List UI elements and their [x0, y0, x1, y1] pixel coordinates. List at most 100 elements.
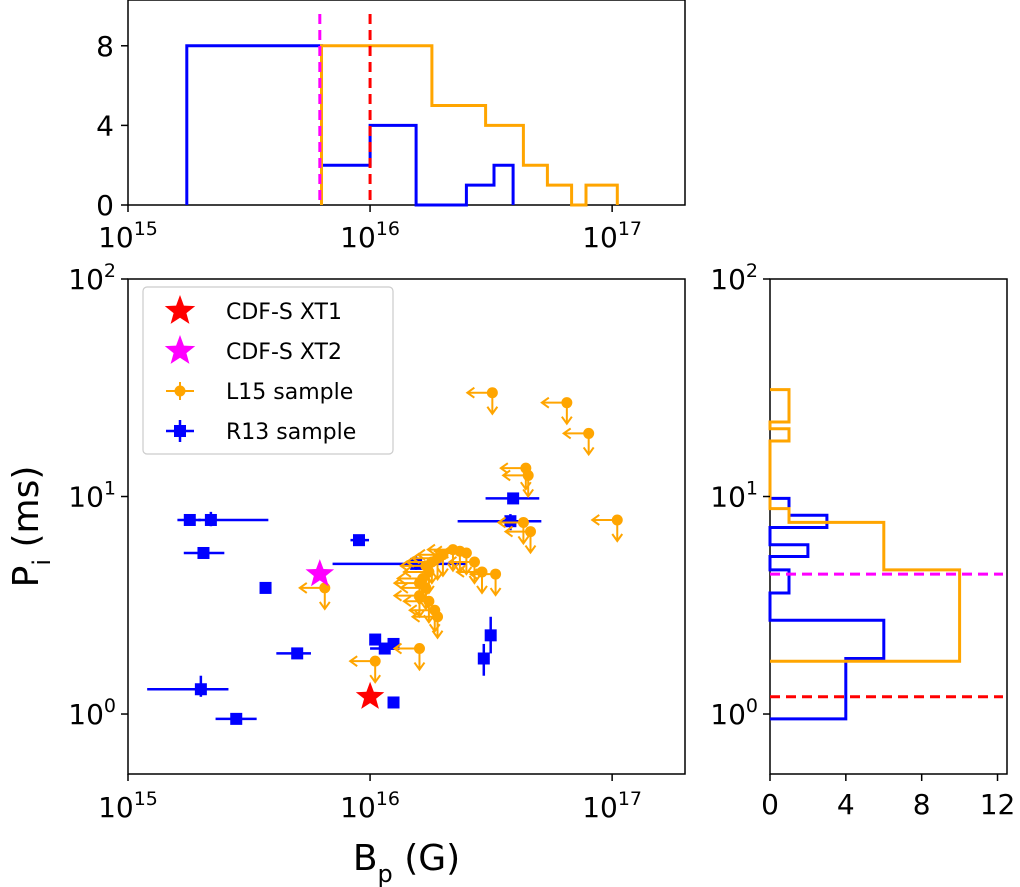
l15-marker [490, 568, 502, 580]
l15-ylimit-head [431, 630, 444, 640]
l15-point [496, 516, 530, 546]
l15-marker [522, 469, 534, 481]
l15-xlimit-head [410, 610, 421, 623]
r13-point [477, 652, 490, 665]
legend-label: L15 sample [226, 380, 353, 405]
right-hist-orange-series [768, 388, 962, 663]
l15-xlimit-head [392, 589, 403, 602]
l15-point [465, 386, 499, 416]
top-hist-blue-series [185, 44, 515, 207]
l15-xlimit-head [402, 566, 412, 578]
right-hist-ytick-label: 101 [710, 478, 758, 514]
scatter-ytick-label: 102 [68, 260, 116, 296]
l15-ylimit-head [486, 406, 499, 416]
right-hist-xtick-label: 0 [761, 788, 779, 821]
l15-xlimit-head [501, 469, 511, 482]
l15-marker [583, 427, 595, 439]
legend-square-icon [174, 425, 186, 437]
l15-ylimit-head [413, 596, 426, 606]
l15-xlimit-head [590, 514, 600, 526]
legend-label: CDF-S XT2 [226, 340, 342, 365]
right-hist-xtick-label: 8 [913, 788, 931, 821]
scatter-ylabel: Pi (ms) [6, 466, 56, 588]
r13-point [484, 629, 497, 642]
l15-marker [447, 544, 459, 556]
l15-point [590, 514, 624, 543]
l15-marker [413, 577, 425, 589]
l15-xlimit-head [298, 582, 308, 594]
r13-point [230, 712, 243, 725]
l15-xlimit-head [465, 386, 475, 399]
l15-xlimit-head [561, 427, 572, 440]
l15-xlimit-head [392, 642, 403, 655]
star-cdf-s-xt2 [305, 559, 335, 587]
l15-xlimit-head [540, 396, 550, 409]
r13-point [504, 515, 517, 528]
legend-entry: CDF-S XT1 [164, 295, 342, 325]
l15-point [298, 582, 331, 611]
l15-xlimit-head [447, 556, 458, 568]
scatter-panel: 1015 1016 1017 100 101 102 Bp (G) Pi (ms) [6, 260, 686, 887]
r13-point [204, 513, 217, 526]
l15-xlimit-head [455, 566, 465, 578]
l15-ylimit-head [524, 544, 537, 555]
legend-entry: L15 sample [166, 380, 353, 405]
l15-marker [517, 516, 529, 528]
legend-entry: CDF-S XT2 [164, 335, 342, 365]
l15-marker [423, 595, 435, 607]
legend-dot-icon [174, 385, 186, 397]
top-hist-frame [127, 0, 686, 206]
l15-point [540, 396, 573, 426]
l15-marker [432, 611, 444, 623]
top-hist-ytick-label: 8 [96, 30, 114, 63]
right-hist-blue-series [768, 496, 886, 721]
top-hist-orange-series [320, 44, 619, 207]
l15-xlimit-head [402, 595, 412, 608]
r13-point [183, 513, 196, 526]
r13-point [507, 492, 520, 505]
l15-ylimit-head [369, 674, 382, 684]
scatter-xtick-label: 1016 [340, 788, 400, 824]
l15-point [348, 655, 382, 684]
right-histogram-panel: 100 101 102 0 4 8 12 [710, 260, 1015, 821]
l15-marker [524, 526, 536, 538]
legend-label: CDF-S XT1 [226, 300, 342, 325]
scatter-ytick-label: 101 [68, 478, 116, 514]
l15-ylimit-head [437, 568, 449, 578]
l15-marker [486, 387, 498, 399]
l15-point [503, 525, 537, 555]
l15-marker [476, 566, 488, 578]
l15-marker [413, 643, 425, 655]
r13-point [194, 683, 207, 696]
legend-star-icon [164, 295, 196, 324]
l15-xlimit-head [496, 516, 506, 529]
l15-marker [611, 514, 623, 526]
l15-marker [319, 582, 331, 594]
l15-xlimit-head [503, 525, 514, 538]
legend-box [142, 286, 394, 455]
top-hist-xtick-label: 1016 [340, 218, 400, 254]
l15-ylimit-head [517, 535, 530, 546]
l15-xlimit-head [426, 543, 436, 556]
l15-xlimit-head [408, 604, 418, 617]
l15-point [392, 577, 426, 606]
l15-ylimit-head [561, 416, 573, 426]
scatter-ytick-label: 100 [68, 695, 116, 731]
scatter-xtick-label: 1017 [582, 788, 642, 824]
l15-marker [468, 556, 480, 568]
right-hist-xtick-label: 12 [980, 788, 1016, 821]
l15-point [455, 566, 488, 595]
l15-ylimit-head [476, 585, 488, 595]
top-hist-xtick-label: 1017 [582, 218, 642, 254]
top-hist-xtick-label: 1015 [98, 218, 158, 254]
l15-ylimit-head [611, 533, 624, 543]
r13-point [291, 647, 304, 660]
l15-ylimit-head [431, 571, 444, 582]
l15-xlimit-head [348, 655, 358, 667]
l15-ylimit-head [582, 446, 595, 457]
top-hist-ytick-label: 4 [96, 109, 114, 142]
r13-point [259, 581, 272, 594]
l15-point [561, 427, 595, 457]
l15-ylimit-head [522, 488, 534, 499]
